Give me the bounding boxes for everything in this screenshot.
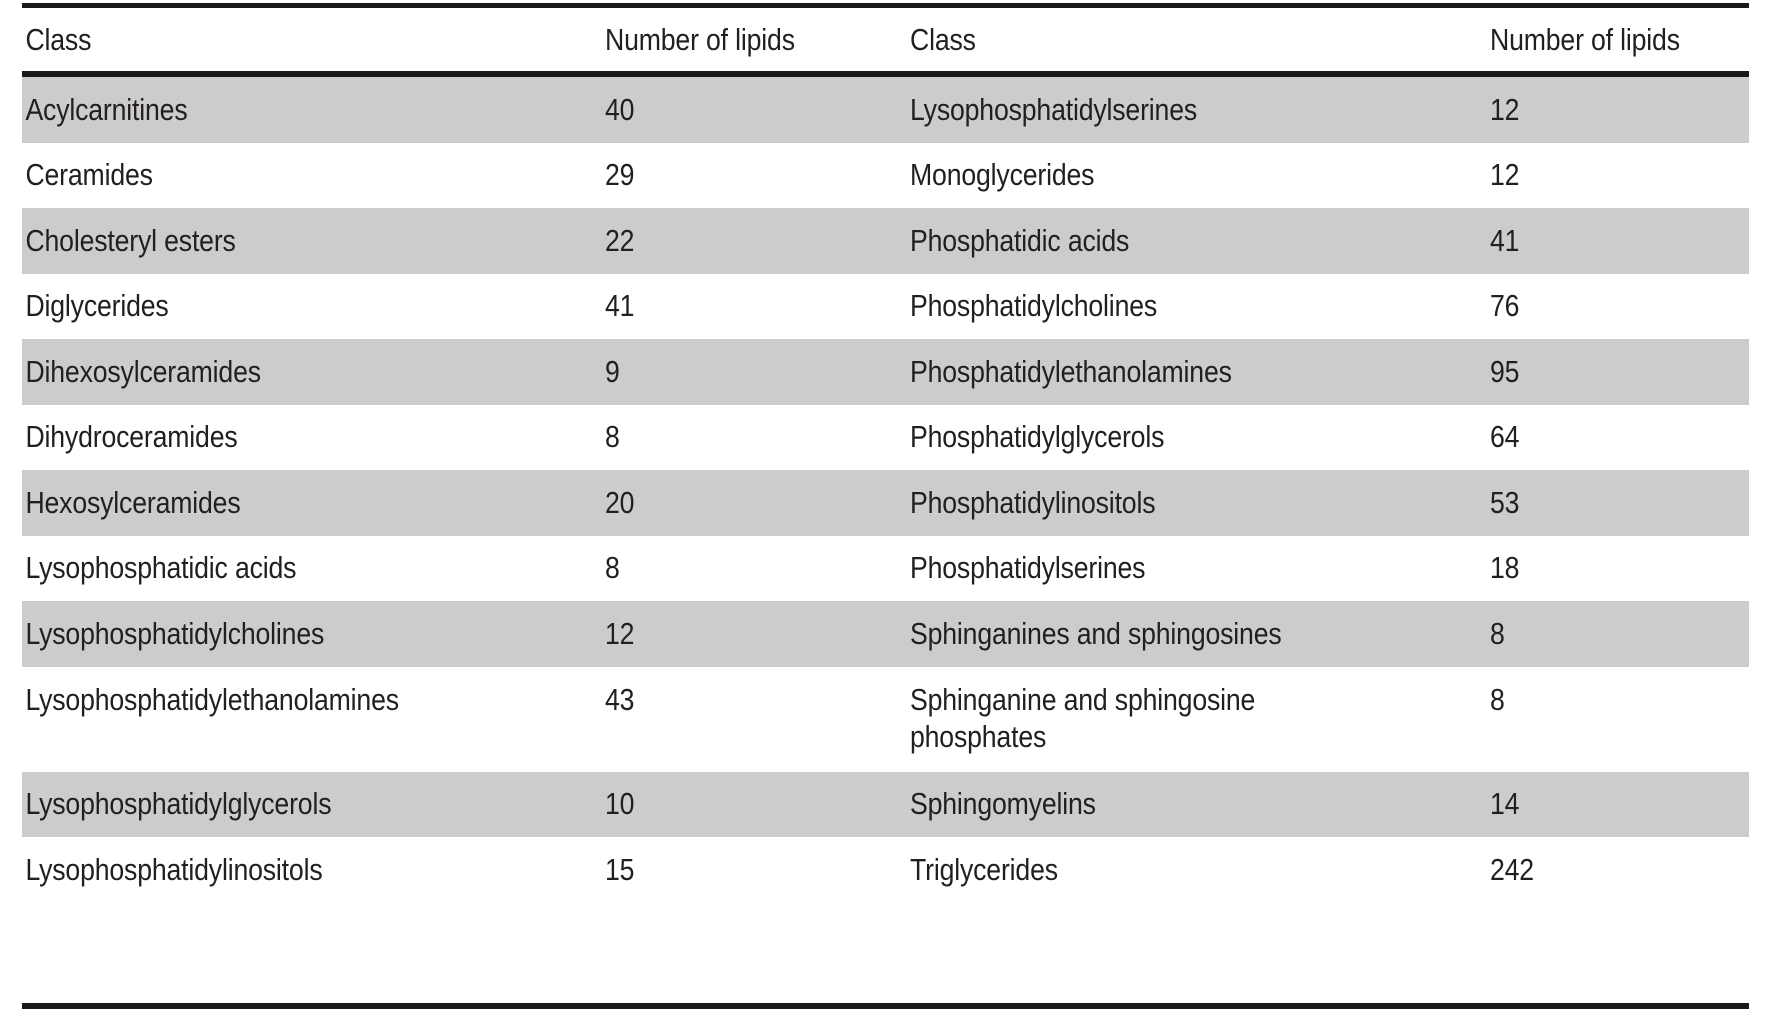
cell-class-left: Lysophosphatidylethanolamines (25, 681, 399, 717)
cell-count-left: 40 (605, 91, 635, 127)
cell-count-left: 29 (605, 157, 635, 193)
cell-count-left: 10 (605, 786, 635, 822)
header-count-left: Number of lipids (605, 21, 795, 57)
cell-count-left: 22 (605, 222, 635, 258)
table-top-rule (22, 3, 1749, 8)
cell-class-left: Lysophosphatidylcholines (25, 615, 325, 651)
cell-class-left: Lysophosphatidic acids (25, 550, 297, 586)
cell-count-left: 8 (605, 550, 620, 586)
table-row: Ceramides 29 Monoglycerides 12 (22, 142, 1749, 208)
cell-class-right: Phosphatidylserines (910, 550, 1146, 586)
table-row: Lysophosphatidylinositols 15 Triglycerides… (22, 837, 1749, 903)
cell-class-left: Hexosylceramides (25, 484, 241, 520)
header-class-right: Class (910, 21, 976, 57)
table-row: Dihydroceramides 8 Phosphatidylglycerols 64 (22, 404, 1749, 470)
cell-count-right: 12 (1490, 91, 1520, 127)
cell-count-right: 14 (1490, 786, 1520, 822)
table-row: Lysophosphatidylethanolamines 43 Sphingani… (22, 666, 1749, 772)
cell-count-left: 15 (605, 851, 635, 887)
cell-class-left: Acylcarnitines (25, 91, 188, 127)
cell-count-left: 9 (605, 353, 620, 389)
cell-class-left: Lysophosphatidylinositols (25, 851, 323, 887)
cell-count-right: 53 (1490, 484, 1520, 520)
table-header-row: Class Number of lipids Class Number of l… (22, 8, 1749, 71)
table-row: Acylcarnitines 40 Lysophosphatidylserines 1… (22, 77, 1749, 143)
table-row: Lysophosphatidylcholines 12 Sphinganines a… (22, 601, 1749, 667)
cell-count-left: 8 (605, 419, 620, 455)
cell-count-right: 8 (1490, 681, 1505, 717)
cell-count-right: 76 (1490, 288, 1520, 324)
cell-class-right: Monoglycerides (910, 157, 1095, 193)
table-body: Acylcarnitines 40 Lysophosphatidylserines 1… (22, 77, 1749, 1003)
cell-count-right: 64 (1490, 419, 1520, 455)
cell-class-right: Triglycerides (910, 851, 1058, 887)
cell-class-right: Phosphatidylglycerols (910, 419, 1165, 455)
table-row: Diglycerides 41 Phosphatidylcholines 76 (22, 273, 1749, 339)
cell-class-left: Cholesteryl esters (25, 222, 236, 258)
cell-count-left: 20 (605, 484, 635, 520)
cell-count-right: 18 (1490, 550, 1520, 586)
cell-count-right: 95 (1490, 353, 1520, 389)
cell-class-right: Phosphatidylcholines (910, 288, 1158, 324)
cell-class-left: Diglycerides (25, 288, 169, 324)
cell-count-right: 41 (1490, 222, 1520, 258)
header-class-left: Class (25, 21, 92, 57)
cell-class-right: Phosphatidic acids (910, 222, 1130, 258)
table-bottom-rule (22, 1003, 1749, 1009)
table-row: Dihexosylceramides 9 Phosphatidylethanolam… (22, 339, 1749, 405)
cell-count-left: 12 (605, 615, 635, 651)
table-row: Cholesteryl esters 22 Phosphatidic acids 41 (22, 208, 1749, 274)
cell-class-left: Dihexosylceramides (25, 353, 261, 389)
cell-count-right: 242 (1490, 851, 1534, 887)
cell-class-left: Lysophosphatidylglycerols (25, 786, 332, 822)
table-header-rule (22, 71, 1749, 77)
cell-count-left: 41 (605, 288, 635, 324)
cell-class-right: Phosphatidylethanolamines (910, 353, 1232, 389)
table-row: Hexosylceramides 20 Phosphatidylinositols 5… (22, 470, 1749, 536)
table-row: Lysophosphatidic acids 8 Phosphatidylserin… (22, 535, 1749, 601)
cell-class-right: Sphinganines and sphingosines (910, 615, 1282, 651)
cell-count-right: 8 (1490, 615, 1505, 651)
table-row: Lysophosphatidylglycerols 10 Sphingomyelin… (22, 771, 1749, 837)
cell-class-right: Sphingomyelins (910, 786, 1096, 822)
header-count-right: Number of lipids (1490, 21, 1680, 57)
cell-class-right: Lysophosphatidylserines (910, 91, 1198, 127)
cell-class-right: Sphinganine and sphingosine phosphates (910, 681, 1256, 755)
cell-count-right: 12 (1490, 157, 1520, 193)
cell-class-right: Phosphatidylinositols (910, 484, 1156, 520)
cell-class-left: Ceramides (25, 157, 153, 193)
cell-class-left: Dihydroceramides (25, 419, 238, 455)
cell-count-left: 43 (605, 681, 635, 717)
